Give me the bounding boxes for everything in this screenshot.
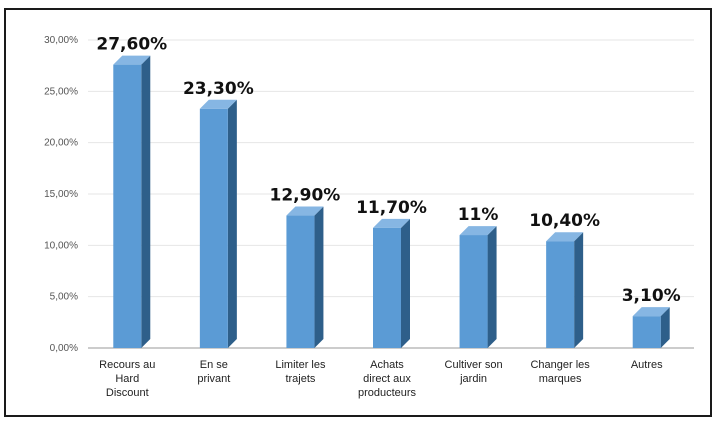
bar-front-face	[286, 215, 315, 348]
category-label-line: producteurs	[358, 387, 417, 399]
bar-front-face	[113, 64, 142, 348]
category-label: Limiter les trajets	[275, 359, 326, 385]
bar-front-face	[373, 227, 401, 348]
bar-side-face	[401, 218, 410, 348]
bar	[286, 206, 324, 348]
category-label-line: Cultiver son	[445, 359, 503, 371]
y-tick-label: 25,00%	[44, 86, 78, 97]
bar-front-face	[632, 316, 661, 348]
category-label: Achats direct aux producteurs	[358, 359, 417, 399]
bar-side-face	[487, 226, 497, 348]
bar-side-face	[227, 99, 237, 348]
category-label-line: Recours au	[99, 359, 155, 371]
data-label: 27,60%	[96, 35, 167, 55]
category-label: Cultiver son jardin	[445, 359, 503, 385]
bars	[113, 55, 670, 348]
category-label: Recours au Hard Discount	[99, 359, 155, 399]
bar-front-face	[199, 108, 228, 348]
y-tick-label: 10,00%	[44, 240, 78, 251]
bar-chart: 0,00% 5,00% 10,00% 15,00% 20,00% 25,00% 30,00%…	[44, 35, 694, 399]
bar	[373, 218, 410, 348]
category-label: En se privant	[197, 359, 230, 385]
category-labels: Recours au Hard Discount En se privant Limite…	[99, 359, 663, 399]
category-label-line: trajets	[285, 373, 315, 385]
bar-top-face	[286, 206, 324, 216]
category-label-line: Discount	[106, 387, 149, 399]
category-label-line: Changer les	[530, 359, 590, 371]
category-label-line: Hard	[115, 373, 139, 385]
bar-top-face	[373, 218, 410, 228]
data-label: 11,70%	[356, 198, 427, 218]
category-label-line: privant	[197, 373, 230, 385]
bar	[459, 226, 497, 348]
data-label: 12,90%	[270, 186, 341, 206]
bar-front-face	[546, 241, 575, 348]
data-label: 11%	[458, 205, 499, 225]
bar-top-face	[546, 232, 584, 242]
y-tick-label: 30,00%	[44, 35, 78, 46]
chart-frame: 0,00% 5,00% 10,00% 15,00% 20,00% 25,00% 30,00%…	[4, 8, 712, 417]
category-label: Autres	[631, 359, 663, 371]
bar-side-face	[314, 206, 324, 348]
category-label-line: direct aux	[363, 373, 411, 385]
y-tick-label: 5,00%	[50, 292, 78, 303]
y-axis-tick-labels: 0,00% 5,00% 10,00% 15,00% 20,00% 25,00% 30,00%	[44, 35, 78, 354]
bar-side-face	[141, 55, 151, 348]
category-label: Changer les marques	[530, 359, 590, 385]
data-label: 3,10%	[622, 286, 681, 306]
y-tick-label: 15,00%	[44, 189, 78, 200]
data-label: 10,40%	[529, 211, 600, 231]
category-label-line: Achats	[370, 359, 404, 371]
bar-top-face	[199, 99, 237, 109]
bar-top-face	[113, 55, 151, 65]
bar-side-face	[574, 232, 584, 348]
bar-top-face	[632, 307, 670, 317]
bar-front-face	[459, 235, 488, 348]
y-tick-label: 20,00%	[44, 138, 78, 149]
category-label-line: En se	[200, 359, 228, 371]
bar	[632, 307, 670, 348]
bar-top-face	[459, 226, 497, 236]
bar	[199, 99, 237, 348]
gridlines	[88, 39, 694, 298]
category-label-line: Autres	[631, 359, 663, 371]
bar	[546, 232, 584, 348]
category-label-line: marques	[539, 373, 582, 385]
y-tick-label: 0,00%	[50, 343, 78, 354]
category-label-line: jardin	[459, 373, 487, 385]
data-label: 23,30%	[183, 79, 254, 99]
data-labels: 27,60% 23,30% 12,90% 11,70% 11% 10,40% 3,10%	[96, 35, 680, 307]
bar	[113, 55, 151, 348]
category-label-line: Limiter les	[275, 359, 326, 371]
bar-side-face	[660, 307, 670, 348]
